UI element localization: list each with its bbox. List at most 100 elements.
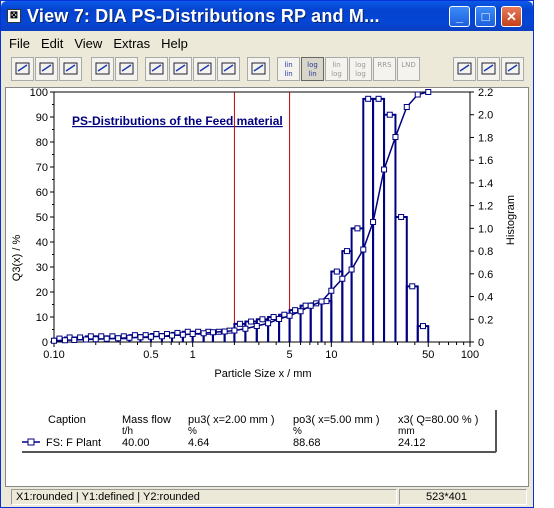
histogram-point xyxy=(87,333,94,340)
log-lin-button[interactable]: log lin xyxy=(301,57,324,81)
histogram-point xyxy=(270,314,277,320)
chart-svg: PS-Distributions of the Feed material Pa… xyxy=(11,87,517,453)
menu-bar: File Edit View Extras Help xyxy=(5,34,195,54)
histogram-point xyxy=(333,268,340,275)
histogram-bar xyxy=(330,270,344,342)
y-tick-label: 10 xyxy=(36,312,48,324)
minimize-button[interactable]: _ xyxy=(449,6,470,27)
y2-tick-label: 2.2 xyxy=(478,88,493,99)
cumulative-point xyxy=(158,333,165,340)
x-axis-label: Particle Size x / mm xyxy=(214,368,311,380)
y-tick-label: 40 xyxy=(36,237,48,249)
cumulative-point xyxy=(339,275,346,282)
histogram-point xyxy=(409,283,416,290)
histogram-bar xyxy=(394,216,408,342)
cumulative-point xyxy=(179,331,186,338)
print-icon[interactable] xyxy=(91,57,114,81)
y2-tick-label: 0.4 xyxy=(478,292,493,304)
x-tick-label: 0.5 xyxy=(143,349,158,361)
cumulative-point xyxy=(414,91,421,98)
cumulative-point xyxy=(61,337,68,344)
y2-tick-label: 1.4 xyxy=(478,178,493,190)
window-title: View 7: DIA PS-Distributions RP and M... xyxy=(27,6,380,26)
legend-cell: 88.68 xyxy=(293,437,321,449)
legend-cell: FS: F Plant xyxy=(46,437,101,449)
cumulative-point xyxy=(221,328,228,335)
cumulative-point xyxy=(200,330,207,337)
legend-header: Mass flow xyxy=(122,414,171,426)
chart-title: PS-Distributions of the Feed material xyxy=(72,114,283,128)
cumulative-point xyxy=(307,302,314,309)
cumulative-point xyxy=(231,327,238,334)
menu-view[interactable]: View xyxy=(74,36,103,51)
cumulative-curve-icon[interactable] xyxy=(453,57,476,81)
y-tick-label: 30 xyxy=(36,262,48,274)
density-curve-icon[interactable] xyxy=(477,57,500,81)
marker-curve-icon[interactable] xyxy=(501,57,524,81)
print-preview-icon[interactable] xyxy=(115,57,138,81)
log-log-button[interactable]: log log xyxy=(349,57,372,81)
pan-icon[interactable] xyxy=(193,57,216,81)
histogram-bar xyxy=(405,285,419,342)
y-tick-label: 70 xyxy=(36,162,48,174)
cumulative-point xyxy=(92,336,99,343)
menu-edit[interactable]: Edit xyxy=(40,36,64,51)
histogram-point xyxy=(292,307,299,314)
cumulative-point xyxy=(126,334,133,341)
cumulative-point xyxy=(115,335,122,342)
x-tick-label: 1 xyxy=(190,349,196,361)
toolbar: lin lin log lin lin log log log RRS LND xyxy=(5,56,531,84)
zoom-horizontal-icon[interactable] xyxy=(145,57,168,81)
histogram-bar xyxy=(350,227,365,342)
cumulative-point xyxy=(370,219,377,225)
cumulative-point xyxy=(265,320,272,327)
menu-file[interactable]: File xyxy=(9,36,30,51)
histogram-point xyxy=(398,214,405,220)
legend-swatch-marker xyxy=(27,438,35,446)
resize-icon[interactable] xyxy=(247,57,270,81)
menu-help[interactable]: Help xyxy=(161,36,188,51)
cumulative-point xyxy=(297,308,304,315)
cumulative-point xyxy=(242,325,249,332)
cumulative-point xyxy=(82,336,89,343)
data-cursor-icon[interactable] xyxy=(217,57,240,81)
cumulative-point xyxy=(189,331,196,337)
y-tick-label: 50 xyxy=(36,212,48,224)
copy-data-icon[interactable] xyxy=(35,57,58,81)
histogram-point xyxy=(365,95,372,102)
maximize-button[interactable]: □ xyxy=(475,6,496,27)
close-button[interactable]: ✕ xyxy=(501,6,522,27)
cumulative-point xyxy=(348,266,355,273)
y-tick-label: 100 xyxy=(30,88,48,99)
app-icon[interactable]: ⊠ xyxy=(7,9,21,23)
cumulative-point xyxy=(392,134,399,140)
y2-tick-label: 2.0 xyxy=(478,110,493,122)
lnd-button[interactable]: LND xyxy=(397,57,420,81)
histogram-point xyxy=(323,298,330,305)
histogram-point xyxy=(98,333,105,340)
cumulative-point xyxy=(286,312,293,319)
x-tick-label: 10 xyxy=(325,349,337,361)
status-left: X1:rounded | Y1:defined | Y2:rounded xyxy=(11,489,397,505)
export-icon[interactable] xyxy=(59,57,82,81)
histogram-point xyxy=(259,316,266,323)
title-bar[interactable]: ⊠ View 7: DIA PS-Distributions RP and M.… xyxy=(1,1,533,31)
lin-log-button[interactable]: lin log xyxy=(325,57,348,81)
histogram-point xyxy=(343,248,350,255)
copy-view-icon[interactable] xyxy=(11,57,34,81)
cumulative-point xyxy=(71,337,78,343)
histogram-point xyxy=(375,95,382,102)
lin-lin-button[interactable]: lin lin xyxy=(277,57,300,81)
legend-header: x3( Q=80.00 % ) xyxy=(398,414,478,426)
legend-unit: mm xyxy=(398,426,415,437)
cumulative-point xyxy=(137,334,144,341)
rrs-button[interactable]: RRS xyxy=(373,57,396,81)
histogram-bar xyxy=(341,250,353,342)
histogram-bar xyxy=(383,113,397,342)
histogram-bar xyxy=(309,302,323,342)
crosshair-icon[interactable] xyxy=(169,57,192,81)
y2-tick-label: 0 xyxy=(478,337,484,349)
legend-unit: t/h xyxy=(122,426,133,437)
legend-unit: % xyxy=(293,426,302,437)
menu-extras[interactable]: Extras xyxy=(113,36,151,51)
